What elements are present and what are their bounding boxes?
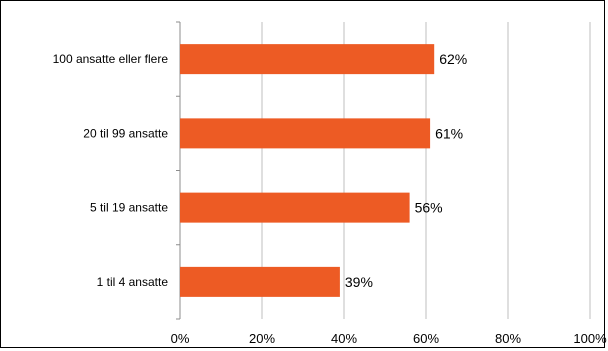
data-label: 39%: [345, 274, 373, 290]
x-tick-label: 60%: [413, 331, 439, 346]
bars: [180, 44, 435, 297]
data-label: 61%: [435, 125, 463, 141]
category-label: 1 til 4 ansatte: [97, 275, 169, 289]
bar: [180, 266, 340, 297]
bar: [180, 192, 410, 223]
y-axis: [176, 21, 181, 320]
x-tick-label: 20%: [249, 331, 275, 346]
category-label: 20 til 99 ansatte: [83, 126, 168, 140]
category-label: 5 til 19 ansatte: [90, 201, 168, 215]
bar: [180, 44, 435, 75]
labels: 0% 20% 40% 60% 80% 100% 100 ansatte eller fler…: [53, 51, 607, 346]
x-tick-label: 40%: [331, 331, 357, 346]
data-label: 62%: [439, 51, 467, 67]
bar: [180, 118, 431, 149]
data-label: 56%: [415, 200, 443, 216]
category-label: 100 ansatte eller flere: [53, 52, 169, 66]
x-tick-label: 100%: [573, 331, 607, 346]
x-tick-label: 0%: [171, 331, 190, 346]
x-tick-label: 80%: [495, 331, 521, 346]
